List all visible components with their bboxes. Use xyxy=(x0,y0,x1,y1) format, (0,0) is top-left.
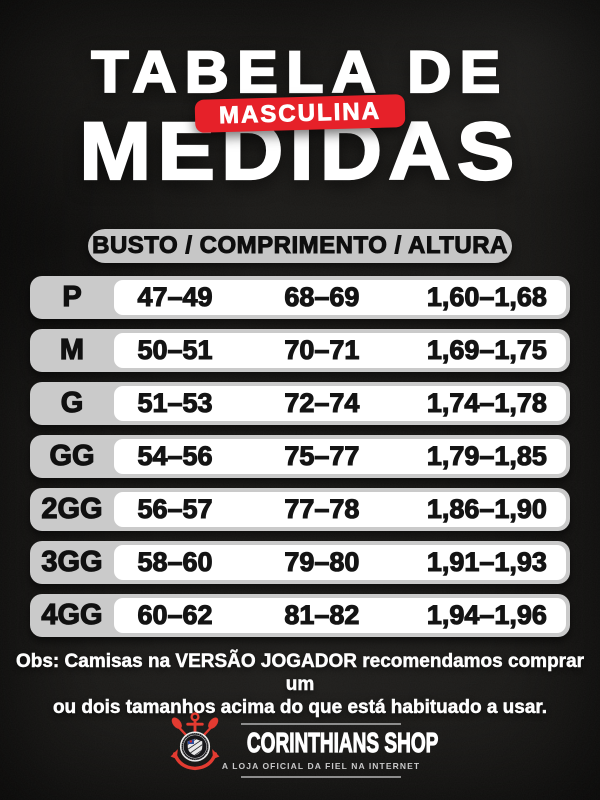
altura-value: 1,91–1,93 xyxy=(426,546,547,577)
comprimento-value: 72–74 xyxy=(284,387,360,418)
comprimento-value: 68–69 xyxy=(284,281,360,312)
row-values: 54–56 75–77 1,79–1,85 xyxy=(114,439,566,474)
row-values: 47–49 68–69 1,60–1,68 xyxy=(114,280,566,315)
shop-tagline: A LOJA OFICIAL DA FIEL NA INTERNET xyxy=(221,761,421,771)
busto-value: 51–53 xyxy=(137,387,213,418)
size-label: 4GG xyxy=(41,598,103,631)
table-row-4gg: 4GG 60–62 81–82 1,94–1,96 xyxy=(30,594,570,637)
busto-value: 56–57 xyxy=(137,493,213,524)
size-label: GG xyxy=(49,439,95,472)
row-values: 60–62 81–82 1,94–1,96 xyxy=(114,598,566,633)
player-version-note: Obs: Camisas na VERSÃO JOGADOR recomenda… xyxy=(0,650,600,719)
logo-rule-top xyxy=(241,723,401,725)
row-values: 58–60 79–80 1,91–1,93 xyxy=(114,545,566,580)
table-row-p: P 47–49 68–69 1,60–1,68 xyxy=(30,276,570,319)
altura-value: 1,74–1,78 xyxy=(426,387,547,418)
row-values: 56–57 77–78 1,86–1,90 xyxy=(114,492,566,527)
busto-value: 50–51 xyxy=(137,334,213,365)
altura-value: 1,94–1,96 xyxy=(426,599,547,630)
shop-name: CORINTHIANS SHOP xyxy=(246,727,439,758)
size-table: P 47–49 68–69 1,60–1,68 M 50–51 70–71 1,… xyxy=(30,276,570,647)
size-label: 3GG xyxy=(41,545,103,578)
comprimento-value: 70–71 xyxy=(284,334,360,365)
table-column-headers: BUSTO / COMPRIMENTO / ALTURA xyxy=(88,229,512,263)
busto-value: 54–56 xyxy=(137,440,213,471)
altura-value: 1,60–1,68 xyxy=(426,281,547,312)
busto-value: 58–60 xyxy=(137,546,213,577)
busto-value: 60–62 xyxy=(137,599,213,630)
altura-value: 1,79–1,85 xyxy=(426,440,547,471)
table-row-g: G 51–53 72–74 1,74–1,78 xyxy=(30,382,570,425)
size-label: 2GG xyxy=(41,492,103,525)
size-label: M xyxy=(59,333,85,366)
altura-value: 1,69–1,75 xyxy=(426,334,547,365)
comprimento-value: 75–77 xyxy=(284,440,360,471)
table-row-gg: GG 54–56 75–77 1,79–1,85 xyxy=(30,435,570,478)
note-line1: Obs: Camisas na VERSÃO JOGADOR recomenda… xyxy=(15,651,585,696)
busto-value: 47–49 xyxy=(137,281,213,312)
size-label: G xyxy=(60,386,84,419)
gender-badge: MASCULINA xyxy=(194,94,406,133)
altura-value: 1,86–1,90 xyxy=(426,493,547,524)
row-values: 50–51 70–71 1,69–1,75 xyxy=(114,333,566,368)
size-label: P xyxy=(62,280,83,313)
table-row-3gg: 3GG 58–60 79–80 1,91–1,93 xyxy=(30,541,570,584)
note-line2: ou dois tamanhos acima do que está habit… xyxy=(52,697,548,719)
table-row-2gg: 2GG 56–57 77–78 1,86–1,90 xyxy=(30,488,570,531)
shop-logo: CORINTHIANS SHOP A LOJA OFICIAL DA FIEL … xyxy=(212,723,439,778)
comprimento-value: 77–78 xyxy=(284,493,360,524)
row-values: 51–53 72–74 1,74–1,78 xyxy=(114,386,566,421)
comprimento-value: 79–80 xyxy=(284,546,360,577)
page-title-line1: TABELA DE xyxy=(90,40,509,105)
logo-rule-bottom xyxy=(241,776,401,778)
comprimento-value: 81–82 xyxy=(284,599,360,630)
table-row-m: M 50–51 70–71 1,69–1,75 xyxy=(30,329,570,372)
